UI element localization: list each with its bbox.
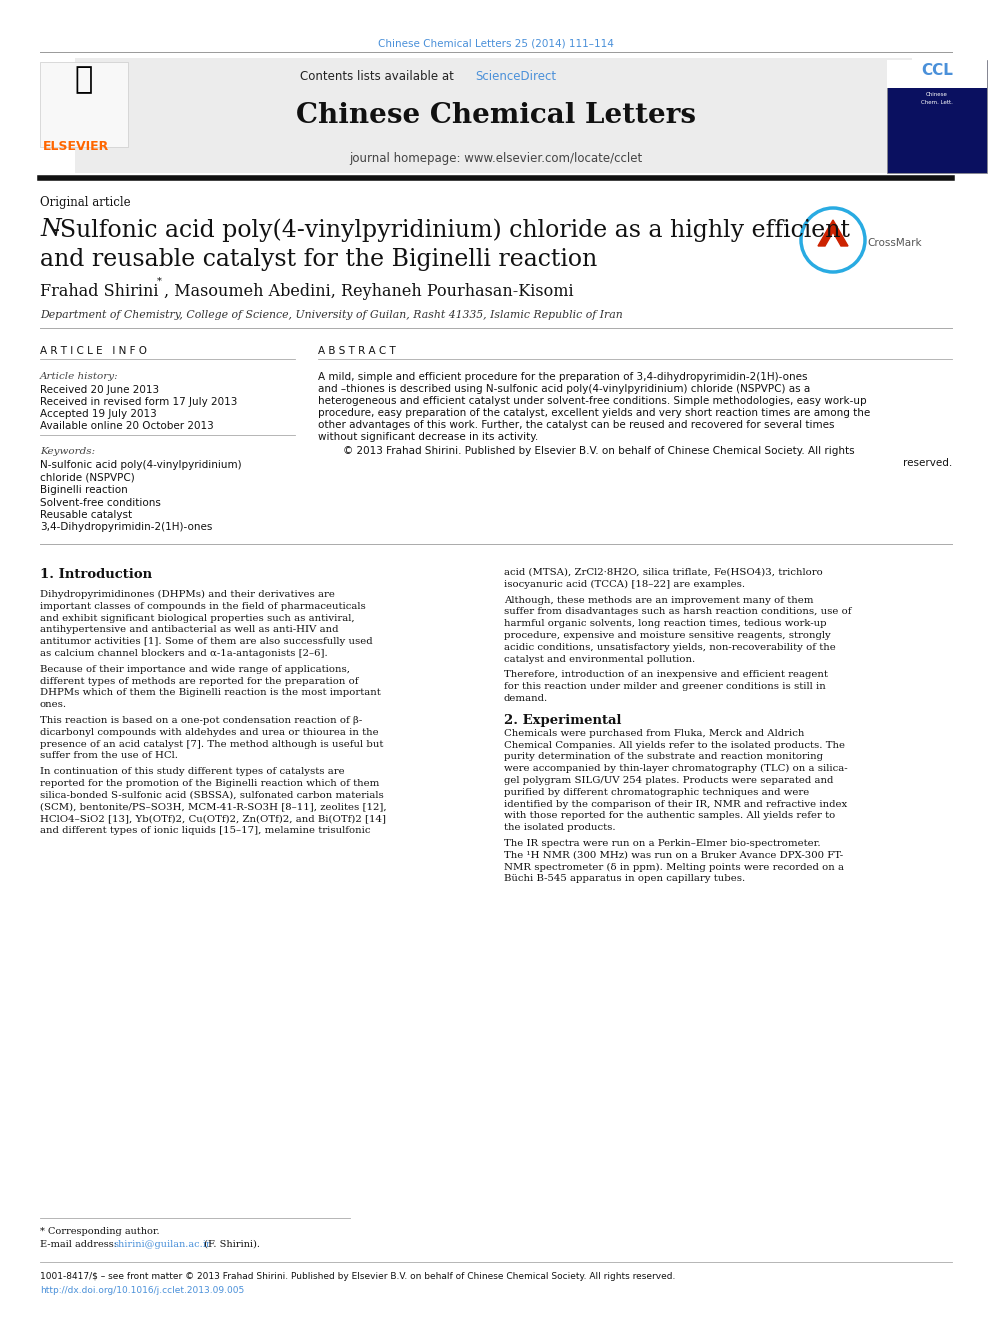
FancyBboxPatch shape bbox=[887, 60, 987, 173]
Text: Original article: Original article bbox=[40, 196, 131, 209]
Text: different types of methods are reported for the preparation of: different types of methods are reported … bbox=[40, 676, 358, 685]
Text: Dihydropyrimidinones (DHPMs) and their derivatives are: Dihydropyrimidinones (DHPMs) and their d… bbox=[40, 590, 335, 599]
Text: Chinese Chemical Letters 25 (2014) 111–114: Chinese Chemical Letters 25 (2014) 111–1… bbox=[378, 38, 614, 48]
Text: -Sulfonic acid poly(4-vinylpyridinium) chloride as a highly efficient: -Sulfonic acid poly(4-vinylpyridinium) c… bbox=[52, 218, 850, 242]
Text: Solvent-free conditions: Solvent-free conditions bbox=[40, 497, 161, 508]
Text: CrossMark: CrossMark bbox=[867, 238, 922, 247]
Text: important classes of compounds in the field of pharmaceuticals: important classes of compounds in the fi… bbox=[40, 602, 366, 611]
Text: ELSEVIER: ELSEVIER bbox=[43, 140, 109, 153]
Text: with those reported for the authentic samples. All yields refer to: with those reported for the authentic sa… bbox=[504, 811, 835, 820]
Text: (F. Shirini).: (F. Shirini). bbox=[201, 1240, 260, 1249]
Text: acid (MTSA), ZrCl2·8H2O, silica triflate, Fe(HSO4)3, trichloro: acid (MTSA), ZrCl2·8H2O, silica triflate… bbox=[504, 568, 822, 577]
Text: acidic conditions, unsatisfactory yields, non-recoverability of the: acidic conditions, unsatisfactory yields… bbox=[504, 643, 835, 652]
Text: NMR spectrometer (δ in ppm). Melting points were recorded on a: NMR spectrometer (δ in ppm). Melting poi… bbox=[504, 863, 844, 872]
Text: Büchi B-545 apparatus in open capillary tubes.: Büchi B-545 apparatus in open capillary … bbox=[504, 875, 745, 884]
Text: Chinese: Chinese bbox=[927, 93, 948, 97]
Text: 2. Experimental: 2. Experimental bbox=[504, 714, 622, 726]
Text: Chinese Chemical Letters: Chinese Chemical Letters bbox=[296, 102, 696, 130]
Polygon shape bbox=[818, 220, 848, 246]
FancyBboxPatch shape bbox=[40, 62, 128, 147]
Text: chloride (NSPVPC): chloride (NSPVPC) bbox=[40, 472, 135, 483]
Text: demand.: demand. bbox=[504, 695, 549, 703]
Text: CCL: CCL bbox=[921, 64, 953, 78]
Text: (SCM), bentonite/PS–SO3H, MCM-41-R-SO3H [8–11], zeolites [12],: (SCM), bentonite/PS–SO3H, MCM-41-R-SO3H … bbox=[40, 803, 387, 811]
Text: antitumor activities [1]. Some of them are also successfully used: antitumor activities [1]. Some of them a… bbox=[40, 638, 373, 646]
Text: Received 20 June 2013: Received 20 June 2013 bbox=[40, 385, 159, 396]
Text: 🌲: 🌲 bbox=[74, 65, 93, 94]
Text: Biginelli reaction: Biginelli reaction bbox=[40, 486, 128, 495]
Text: harmful organic solvents, long reaction times, tedious work-up: harmful organic solvents, long reaction … bbox=[504, 619, 826, 628]
Text: ScienceDirect: ScienceDirect bbox=[475, 70, 557, 83]
Text: Although, these methods are an improvement many of them: Although, these methods are an improveme… bbox=[504, 595, 813, 605]
Text: suffer from disadvantages such as harsh reaction conditions, use of: suffer from disadvantages such as harsh … bbox=[504, 607, 851, 617]
Text: Accepted 19 July 2013: Accepted 19 July 2013 bbox=[40, 409, 157, 419]
Text: Department of Chemistry, College of Science, University of Guilan, Rasht 41335, : Department of Chemistry, College of Scie… bbox=[40, 310, 623, 320]
Text: Available online 20 October 2013: Available online 20 October 2013 bbox=[40, 421, 213, 431]
Text: In continuation of this study different types of catalysts are: In continuation of this study different … bbox=[40, 767, 344, 777]
Text: and –thiones is described using N-sulfonic acid poly(4-vinylpyridinium) chloride: and –thiones is described using N-sulfon… bbox=[318, 384, 810, 394]
Text: for this reaction under milder and greener conditions is still in: for this reaction under milder and green… bbox=[504, 683, 825, 691]
Text: heterogeneous and efficient catalyst under solvent-free conditions. Simple metho: heterogeneous and efficient catalyst und… bbox=[318, 396, 867, 406]
Text: purity determination of the substrate and reaction monitoring: purity determination of the substrate an… bbox=[504, 753, 823, 762]
Text: presence of an acid catalyst [7]. The method although is useful but: presence of an acid catalyst [7]. The me… bbox=[40, 740, 383, 749]
Text: were accompanied by thin-layer chromatography (TLC) on a silica-: were accompanied by thin-layer chromatog… bbox=[504, 765, 847, 774]
Text: Keywords:: Keywords: bbox=[40, 447, 95, 456]
Text: ones.: ones. bbox=[40, 700, 67, 709]
Text: gel polygram SILG/UV 254 plates. Products were separated and: gel polygram SILG/UV 254 plates. Product… bbox=[504, 777, 833, 785]
Text: A R T I C L E   I N F O: A R T I C L E I N F O bbox=[40, 347, 147, 356]
FancyBboxPatch shape bbox=[887, 60, 987, 89]
Text: Chemicals were purchased from Fluka, Merck and Aldrich: Chemicals were purchased from Fluka, Mer… bbox=[504, 729, 805, 738]
Text: * Corresponding author.: * Corresponding author. bbox=[40, 1226, 160, 1236]
Text: reserved.: reserved. bbox=[903, 458, 952, 468]
Text: catalyst and environmental pollution.: catalyst and environmental pollution. bbox=[504, 655, 695, 664]
Text: dicarbonyl compounds with aldehydes and urea or thiourea in the: dicarbonyl compounds with aldehydes and … bbox=[40, 728, 379, 737]
Text: journal homepage: www.elsevier.com/locate/cclet: journal homepage: www.elsevier.com/locat… bbox=[349, 152, 643, 165]
Text: suffer from the use of HCl.: suffer from the use of HCl. bbox=[40, 751, 178, 761]
Text: the isolated products.: the isolated products. bbox=[504, 823, 616, 832]
Text: © 2013 Frahad Shirini. Published by Elsevier B.V. on behalf of Chinese Chemical : © 2013 Frahad Shirini. Published by Else… bbox=[343, 446, 855, 456]
Text: antihypertensive and antibacterial as well as anti-HIV and: antihypertensive and antibacterial as we… bbox=[40, 626, 338, 635]
Text: identified by the comparison of their IR, NMR and refractive index: identified by the comparison of their IR… bbox=[504, 799, 847, 808]
Text: 1. Introduction: 1. Introduction bbox=[40, 568, 152, 581]
Text: procedure, easy preparation of the catalyst, excellent yields and very short rea: procedure, easy preparation of the catal… bbox=[318, 407, 870, 418]
Text: Frahad Shirini: Frahad Shirini bbox=[40, 283, 159, 300]
Text: silica-bonded S-sulfonic acid (SBSSA), sulfonated carbon materials: silica-bonded S-sulfonic acid (SBSSA), s… bbox=[40, 791, 384, 800]
Text: Chemical Companies. All yields refer to the isolated products. The: Chemical Companies. All yields refer to … bbox=[504, 741, 845, 750]
Text: isocyanuric acid (TCCA) [18–22] are examples.: isocyanuric acid (TCCA) [18–22] are exam… bbox=[504, 579, 745, 589]
Text: Contents lists available at: Contents lists available at bbox=[300, 70, 457, 83]
Text: and reusable catalyst for the Biginelli reaction: and reusable catalyst for the Biginelli … bbox=[40, 247, 597, 271]
Text: Received in revised form 17 July 2013: Received in revised form 17 July 2013 bbox=[40, 397, 237, 407]
Text: *: * bbox=[157, 277, 162, 286]
Text: DHPMs which of them the Biginelli reaction is the most important: DHPMs which of them the Biginelli reacti… bbox=[40, 688, 381, 697]
Text: 3,4-Dihydropyrimidin-2(1H)-ones: 3,4-Dihydropyrimidin-2(1H)-ones bbox=[40, 523, 212, 532]
Text: , Masoumeh Abedini, Reyhaneh Pourhasan-Kisomi: , Masoumeh Abedini, Reyhaneh Pourhasan-K… bbox=[164, 283, 573, 300]
Text: Chem. Lett.: Chem. Lett. bbox=[921, 101, 953, 105]
Text: purified by different chromatographic techniques and were: purified by different chromatographic te… bbox=[504, 787, 809, 796]
Text: The IR spectra were run on a Perkin–Elmer bio-spectrometer.: The IR spectra were run on a Perkin–Elme… bbox=[504, 839, 820, 848]
Text: and different types of ionic liquids [15–17], melamine trisulfonic: and different types of ionic liquids [15… bbox=[40, 826, 370, 835]
Text: reported for the promotion of the Biginelli reaction which of them: reported for the promotion of the Bigine… bbox=[40, 779, 379, 789]
Text: as calcium channel blockers and α-1a-antagonists [2–6].: as calcium channel blockers and α-1a-ant… bbox=[40, 650, 327, 658]
Text: Article history:: Article history: bbox=[40, 372, 119, 381]
Text: 1001-8417/$ – see front matter © 2013 Frahad Shirini. Published by Elsevier B.V.: 1001-8417/$ – see front matter © 2013 Fr… bbox=[40, 1271, 676, 1281]
Text: Reusable catalyst: Reusable catalyst bbox=[40, 509, 132, 520]
Text: Because of their importance and wide range of applications,: Because of their importance and wide ran… bbox=[40, 664, 350, 673]
Text: HClO4–SiO2 [13], Yb(OTf)2, Cu(OTf)2, Zn(OTf)2, and Bi(OTf)2 [14]: HClO4–SiO2 [13], Yb(OTf)2, Cu(OTf)2, Zn(… bbox=[40, 815, 386, 823]
Text: A mild, simple and efficient procedure for the preparation of 3,4-dihydropyrimid: A mild, simple and efficient procedure f… bbox=[318, 372, 807, 382]
Text: The ¹H NMR (300 MHz) was run on a Bruker Avance DPX-300 FT-: The ¹H NMR (300 MHz) was run on a Bruker… bbox=[504, 851, 843, 860]
Text: N-sulfonic acid poly(4-vinylpyridinium): N-sulfonic acid poly(4-vinylpyridinium) bbox=[40, 460, 242, 470]
Text: A B S T R A C T: A B S T R A C T bbox=[318, 347, 396, 356]
FancyBboxPatch shape bbox=[75, 58, 912, 173]
Text: shirini@guilan.ac.ir: shirini@guilan.ac.ir bbox=[113, 1240, 210, 1249]
Text: without significant decrease in its activity.: without significant decrease in its acti… bbox=[318, 433, 539, 442]
Text: http://dx.doi.org/10.1016/j.cclet.2013.09.005: http://dx.doi.org/10.1016/j.cclet.2013.0… bbox=[40, 1286, 244, 1295]
Text: and exhibit significant biological properties such as antiviral,: and exhibit significant biological prope… bbox=[40, 614, 354, 623]
Text: Therefore, introduction of an inexpensive and efficient reagent: Therefore, introduction of an inexpensiv… bbox=[504, 671, 828, 680]
Text: This reaction is based on a one-pot condensation reaction of β-: This reaction is based on a one-pot cond… bbox=[40, 716, 362, 725]
Text: procedure, expensive and moisture sensitive reagents, strongly: procedure, expensive and moisture sensit… bbox=[504, 631, 830, 640]
Text: other advantages of this work. Further, the catalyst can be reused and recovered: other advantages of this work. Further, … bbox=[318, 419, 834, 430]
Text: E-mail address:: E-mail address: bbox=[40, 1240, 117, 1249]
Text: N: N bbox=[40, 218, 61, 241]
